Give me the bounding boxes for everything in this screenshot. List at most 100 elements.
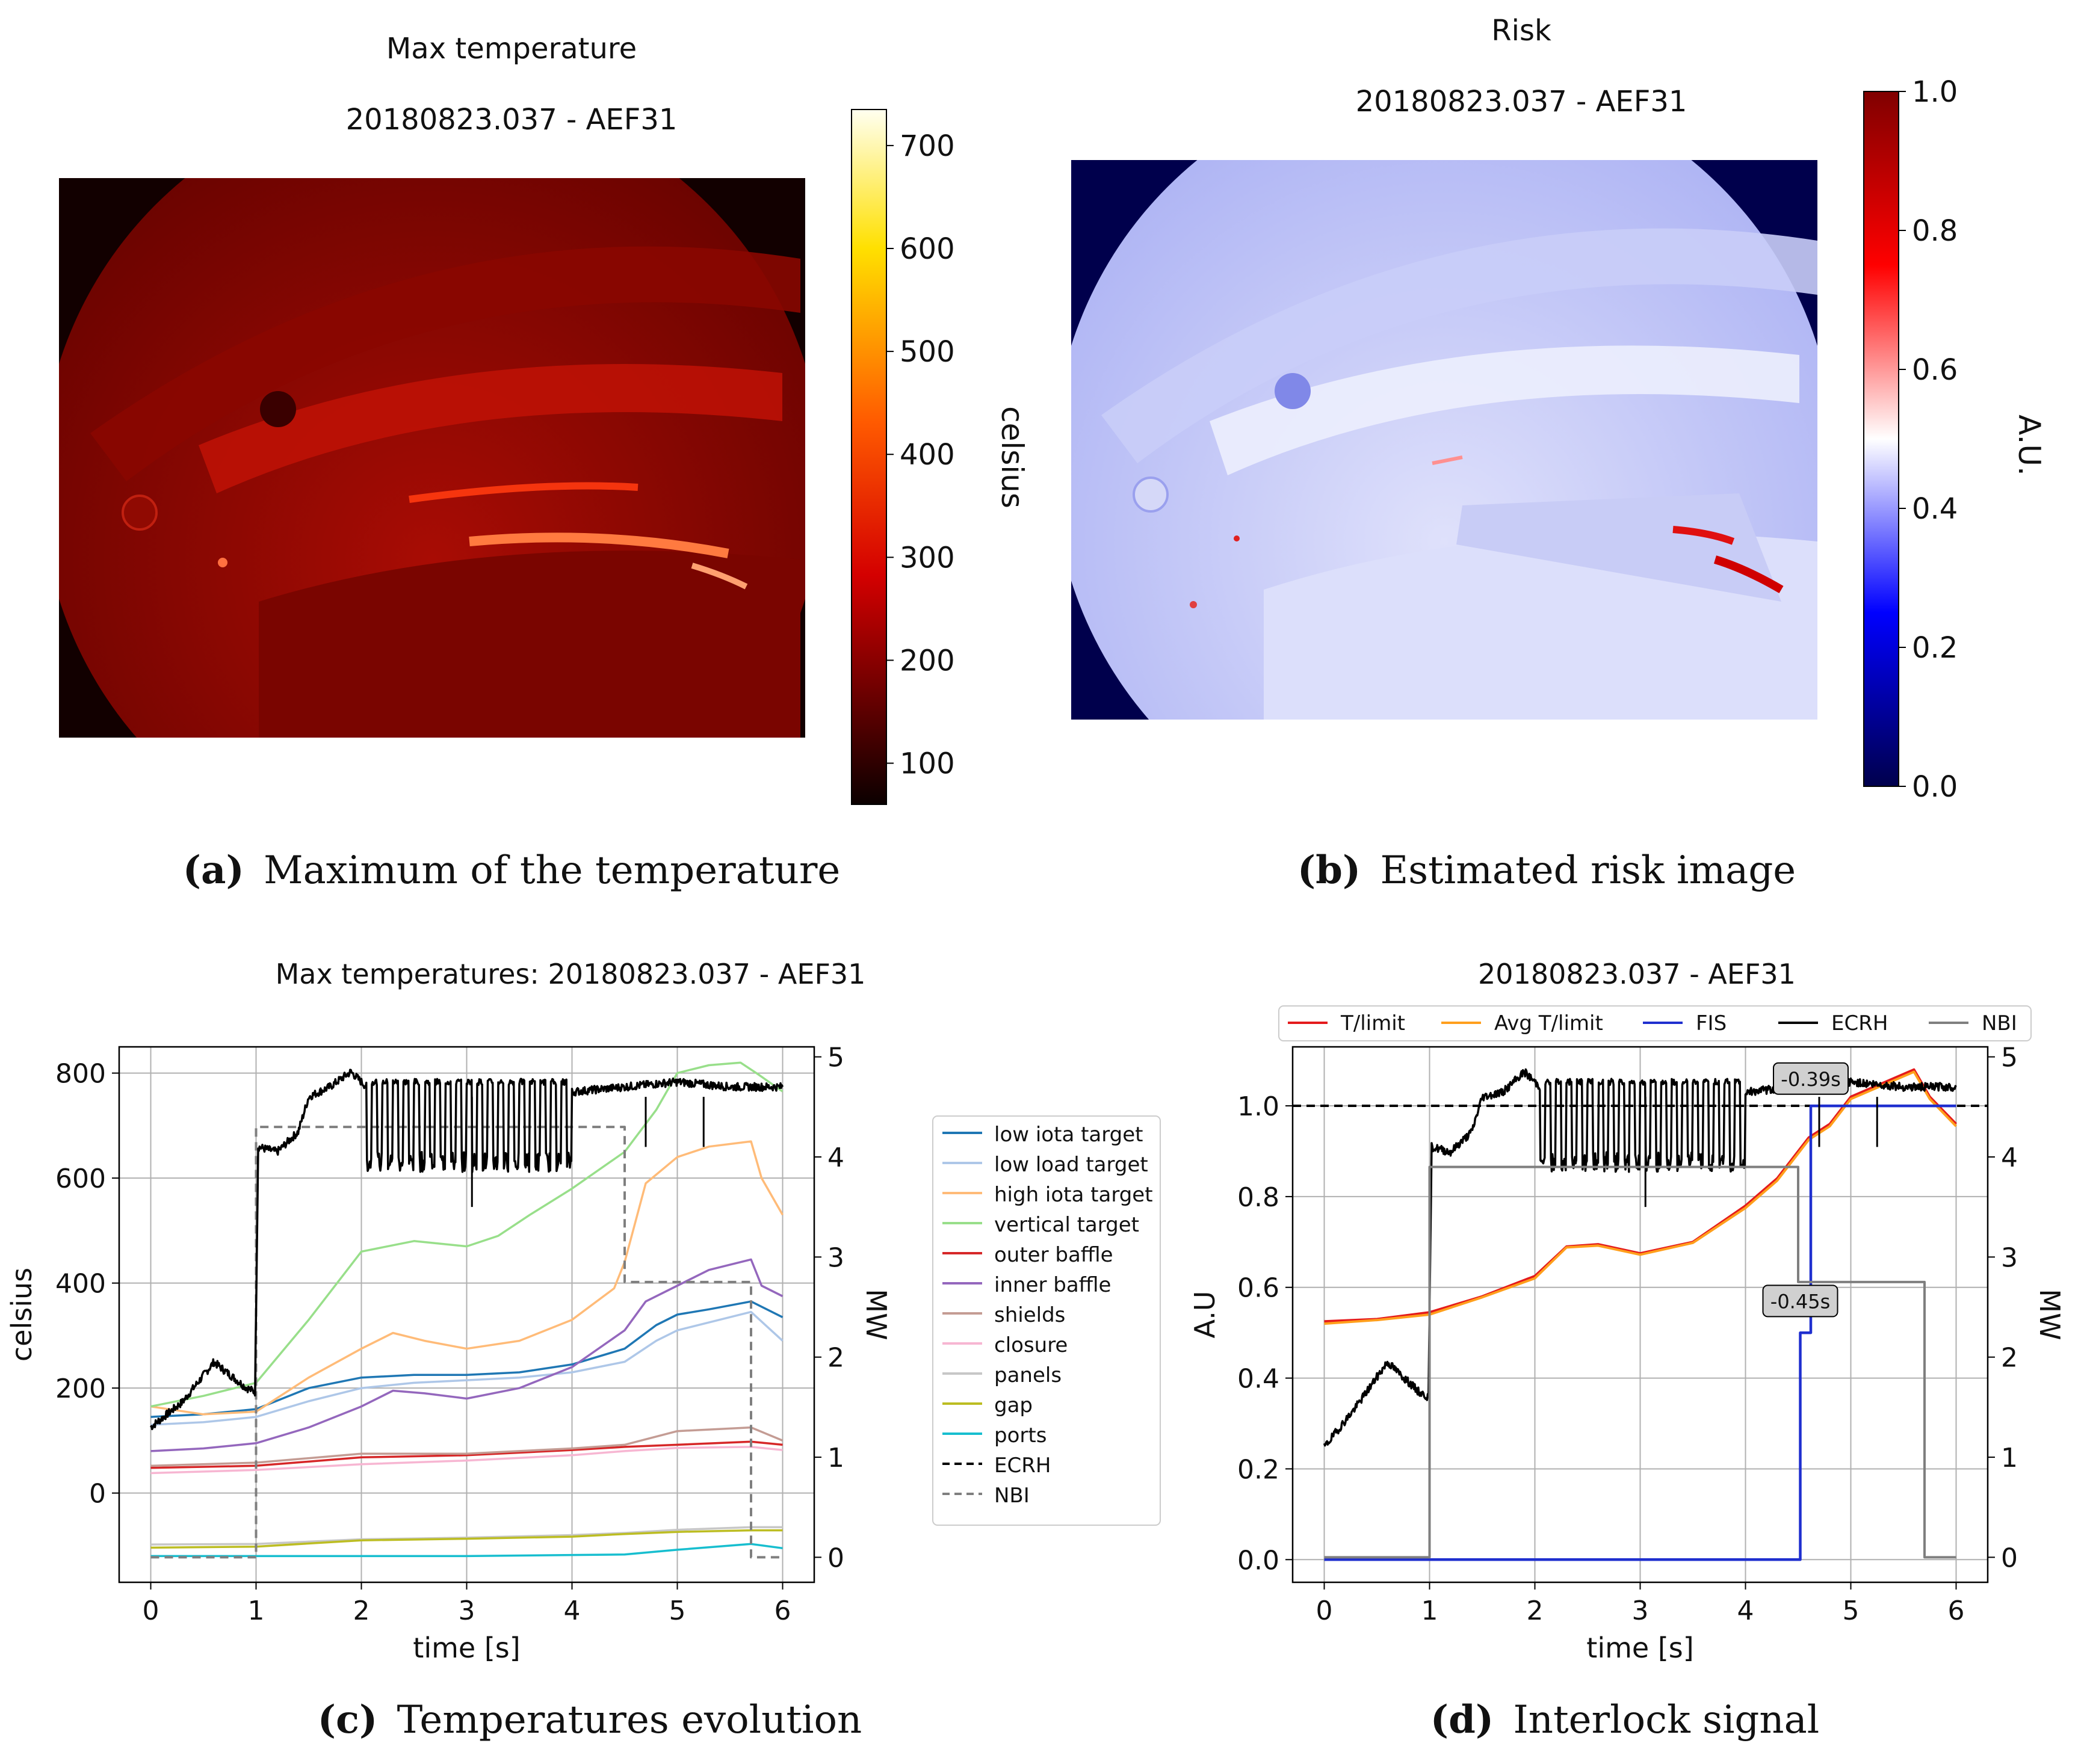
colorbar-tick-label: 400: [900, 438, 955, 472]
y2-tick-label: 1: [2001, 1443, 2018, 1473]
y2-tick-label: 4: [827, 1143, 844, 1173]
annotation-box: [1762, 1284, 1838, 1318]
y2-tick-label: 0: [827, 1543, 844, 1573]
panel-c-chart: 0 1 2 3 4 5 6 0 200 400 600 800 0 1 2 3 4 5 time [s] celsiu…: [5, 958, 1161, 1664]
caption-c: (c) Temperatures evolution: [318, 1697, 862, 1742]
colorbar-tick-label: 0.8: [1912, 214, 1958, 248]
caption-d: (d) Interlock signal: [1430, 1697, 1819, 1742]
y2-tick-label: 5: [2001, 1043, 2018, 1073]
legend-label: low load target: [994, 1153, 1148, 1177]
colorbar-tick-label: 700: [900, 129, 955, 163]
colorbar-tick-label: 1.0: [1912, 75, 1958, 109]
y-axis-label: A.U: [1189, 1291, 1221, 1339]
panel-a-subtitle: 20180823.037 - AEF31: [346, 103, 678, 137]
legend-label: gap: [994, 1393, 1033, 1417]
caption-b: (b) Estimated risk image: [1297, 848, 1796, 893]
series-line-closure: [150, 1446, 783, 1475]
panel-a: Max temperature 20180823.037 - AEF31 100…: [59, 32, 1030, 893]
x-axis-label: time [s]: [1586, 1632, 1693, 1664]
series-line-ecrh: [150, 1069, 784, 1431]
colorbar-b-label: A.U.: [2012, 415, 2047, 476]
legend-label: ports: [994, 1423, 1047, 1448]
annotation-box: [1773, 1062, 1849, 1095]
legend-label: NBI: [1982, 1011, 2017, 1035]
y2-tick-label: 1: [827, 1443, 844, 1473]
annotation-label: -0.39s: [1781, 1068, 1840, 1091]
legend-label: low iota target: [994, 1123, 1143, 1147]
series-line-outer-baffle: [150, 1440, 783, 1469]
series-line-low-load-target: [150, 1310, 784, 1426]
caption-c-text: Temperatures evolution: [397, 1698, 862, 1742]
colorbar-tick-label: 200: [900, 644, 955, 677]
caption-b-text: Estimated risk image: [1380, 848, 1796, 893]
y2-axis-label: MW: [860, 1289, 892, 1340]
y2-tick-label: 3: [2001, 1242, 2018, 1273]
panel-a-title: Max temperature: [386, 32, 637, 66]
series-line-vertical-target: [150, 1061, 784, 1408]
legend-label: NBI: [994, 1484, 1030, 1508]
colorbar-tick-label: 0.2: [1912, 631, 1958, 665]
y-tick-label: 0.4: [1237, 1364, 1279, 1395]
annotation-label: -0.45s: [1770, 1290, 1830, 1313]
colorbar-tick-label: 0.0: [1912, 770, 1958, 804]
panel-b: Risk 20180823.037 - AEF31 0.00.20.40.60.…: [1071, 14, 2047, 893]
y-tick-label: 600: [55, 1164, 106, 1194]
colorbar-tick-label: 300: [900, 541, 955, 575]
x-tick-label: 3: [459, 1596, 475, 1626]
colorbar-a-ticks: 100 200 300 400 500 600 700: [886, 129, 955, 781]
legend-c: low iota target low load target high iota …: [932, 1115, 1161, 1526]
colorbar-tick-label: 100: [900, 747, 955, 781]
colorbar-b-ticks: 0.0 0.2 0.4 0.6 0.8 1.0: [1899, 75, 1958, 804]
y2-tick-label: 2: [2001, 1343, 2018, 1374]
chart-title: 20180823.037 - AEF31: [1478, 958, 1796, 990]
y-tick-label: 200: [55, 1374, 106, 1404]
series-line-panels: [150, 1526, 783, 1546]
series-line-nbi: [150, 1126, 783, 1559]
y-tick-label: 800: [55, 1059, 106, 1090]
x-tick-label: 5: [1843, 1596, 1860, 1626]
legend-label: Avg T/limit: [1494, 1011, 1603, 1035]
legend-d: T/limit Avg T/limit FIS ECRH NBI: [1278, 1005, 2032, 1041]
risk-image: [1071, 160, 1817, 720]
series-line-high-iota-target: [150, 1140, 784, 1416]
legend-label: vertical target: [994, 1213, 1139, 1237]
x-tick-label: 0: [143, 1596, 159, 1626]
legend-label: outer baffle: [994, 1243, 1113, 1267]
caption-a-letter: (a): [183, 848, 244, 893]
colorbar-tick-label: 0.4: [1912, 492, 1958, 526]
x-tick-label: 1: [248, 1596, 265, 1626]
colorbar-tick-label: 500: [900, 335, 955, 369]
panel-b-title: Risk: [1491, 14, 1551, 48]
colorbar-a: [851, 109, 887, 805]
y2-tick-label: 2: [827, 1343, 844, 1374]
x-tick-label: 5: [669, 1596, 686, 1626]
legend-label: T/limit: [1340, 1011, 1405, 1035]
series-line-shields: [150, 1426, 784, 1467]
x-tick-label: 2: [353, 1596, 370, 1626]
x-tick-label: 4: [564, 1596, 581, 1626]
y-axis-label: celsius: [5, 1268, 38, 1362]
y-tick-label: 0: [89, 1479, 106, 1510]
y2-tick-label: 0: [2001, 1543, 2018, 1573]
legend-label: FIS: [1696, 1011, 1727, 1035]
colorbar-tick-label: 600: [900, 232, 955, 266]
y-tick-label: 0.8: [1237, 1182, 1279, 1213]
y2-tick-label: 3: [827, 1242, 844, 1273]
x-tick-label: 1: [1421, 1596, 1438, 1626]
series-line-fis: [1324, 1104, 1956, 1561]
x-tick-label: 2: [1527, 1596, 1544, 1626]
legend-box: [932, 1115, 1161, 1526]
legend-label: ECRH: [1831, 1011, 1888, 1035]
colorbar-a-label: celsius: [995, 406, 1030, 508]
caption-c-letter: (c): [318, 1697, 378, 1742]
x-tick-label: 0: [1316, 1596, 1333, 1626]
x-tick-label: 4: [1737, 1596, 1754, 1626]
chart-title: Max temperatures: 20180823.037 - AEF31: [276, 958, 866, 990]
y2-tick-label: 4: [2001, 1143, 2018, 1173]
series-line-ports: [150, 1543, 783, 1558]
legend-label: inner baffle: [994, 1273, 1111, 1297]
max-temperature-image: [59, 178, 805, 738]
colorbar-b: [1863, 91, 1899, 787]
series-line-nbi: [1324, 1165, 1956, 1559]
